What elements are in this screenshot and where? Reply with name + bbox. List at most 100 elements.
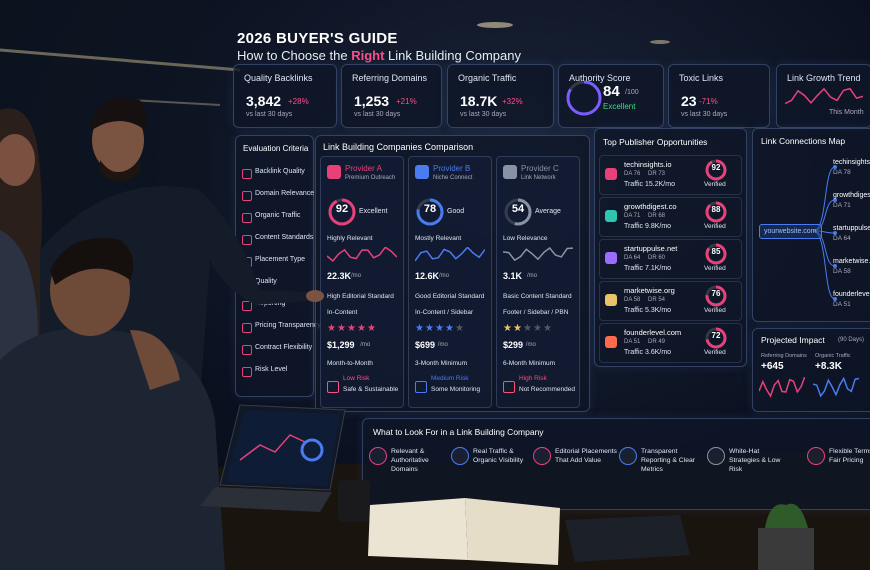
provider-name: Provider C — [521, 164, 559, 173]
publisher-da: DA 58 — [624, 297, 641, 303]
criteria-item: Placement Type — [255, 256, 306, 263]
sparkline-line — [759, 377, 805, 398]
sparkline — [327, 247, 397, 263]
map-node-da: DA 51 — [833, 301, 851, 308]
sparkline-line — [785, 87, 863, 105]
gauge-arc — [705, 285, 727, 307]
subtitle: How to Choose the Right Link Building Co… — [237, 48, 521, 63]
gauge-arc — [328, 198, 356, 226]
risk-icon — [327, 381, 339, 393]
kpi-change: -71% — [699, 97, 718, 106]
sparkline — [503, 247, 573, 262]
provider-contract: Month-to-Month — [327, 360, 373, 367]
map-dot — [833, 198, 837, 202]
map-node-da: DA 78 — [833, 169, 851, 176]
criteria-item: Risk Level — [255, 366, 288, 373]
star: ★ — [455, 323, 464, 333]
provider-icon — [415, 165, 429, 179]
impact-value: +645 — [761, 361, 784, 372]
subtitle-text: How to Choose the — [237, 48, 352, 63]
publisher-traffic: Traffic 3.6K/mo — [624, 349, 672, 356]
provider-risk: Medium Risk — [431, 375, 469, 382]
impact-period: (90 Days) — [838, 337, 865, 343]
kpi-note: Excellent — [603, 102, 636, 111]
provider-price-unit: /mo — [525, 342, 536, 348]
map-node: techinsights.i — [833, 159, 870, 166]
publisher-dr: DR 68 — [648, 213, 666, 219]
provider-risk-note: Not Recommended — [519, 386, 575, 393]
publisher-dr: DR 73 — [648, 171, 666, 177]
publisher-domain: techinsights.io — [624, 160, 672, 169]
publisher-icon — [605, 252, 617, 264]
provider-rating: Average — [535, 208, 561, 215]
map-center: yourwebsite.com — [759, 224, 822, 239]
star: ★ — [543, 323, 552, 333]
provider-traffic: 22.3K — [327, 271, 352, 281]
provider-traffic: 12.6K — [415, 271, 440, 281]
criteria-icon — [242, 323, 252, 333]
comparison-panel: Link Building Companies Comparison Provid… — [315, 135, 590, 412]
provider-relevance: Highly Relevant — [327, 235, 373, 242]
provider-risk: Low Risk — [343, 375, 370, 382]
provider-risk: High Risk — [519, 375, 547, 382]
provider-column: Provider A Premium Outreach 92 Excellent Hig… — [320, 156, 404, 408]
title: 2026 BUYER'S GUIDE — [237, 30, 398, 47]
publisher-dr: DR 60 — [648, 255, 666, 261]
provider-icon — [503, 165, 517, 179]
look-for-icon — [707, 447, 725, 465]
provider-traffic-unit: /mo — [439, 273, 450, 279]
gauge-arc — [705, 159, 727, 181]
criteria-icon — [242, 191, 252, 201]
kpi-note: vs last 30 days — [460, 111, 507, 118]
publisher-status: Verified — [704, 307, 726, 314]
criteria-item: Organic Traffic — [255, 212, 301, 219]
kpi-card: Referring Domains 1,253 +21% vs last 30 day… — [341, 64, 442, 128]
star: ★ — [337, 323, 346, 333]
criteria-icon — [242, 213, 252, 223]
look-for-icon — [807, 447, 825, 465]
impact-title: Projected Impact — [761, 335, 825, 345]
publisher-status: Verified — [704, 349, 726, 356]
kpi-note: This Month — [829, 109, 864, 116]
gauge-value: 92 — [335, 202, 349, 215]
kpi-value: 23 — [681, 93, 697, 109]
sparkline-line — [503, 247, 573, 262]
criteria-item: Domain Relevance — [255, 190, 315, 197]
gauge — [566, 80, 602, 116]
kpi-value: 84 — [603, 83, 620, 100]
kpi-card: Link Growth Trend This Month — [776, 64, 870, 128]
look-for-icon — [619, 447, 637, 465]
comparison-title: Link Building Companies Comparison — [323, 142, 474, 152]
star: ★ — [445, 323, 454, 333]
look-for-item: Flexible Terms & Fair Pricing — [829, 448, 870, 465]
provider-risk-note: Some Monitoring — [431, 386, 481, 393]
stars: ★ ★ ★ ★ ★ — [327, 323, 376, 333]
kpi-card: Authority Score 84/100 Excellent — [558, 64, 664, 128]
kpi-note: vs last 30 days — [681, 111, 728, 118]
publisher-dr: DR 54 — [648, 297, 666, 303]
gauge-arc — [416, 198, 444, 226]
star: ★ — [415, 323, 424, 333]
publisher-row: growthdigest.co DA 71 DR 68 Traffic 9.8K/mo… — [599, 197, 742, 237]
provider-traffic-unit: /mo — [527, 273, 538, 279]
kpi-card: Toxic Links 23 -71% vs last 30 days — [668, 64, 770, 128]
kpi-value: 18.7K — [460, 93, 498, 109]
publisher-row: marketwise.org DA 58 DR 54 Traffic 5.3K/mo 7… — [599, 281, 742, 321]
gauge — [705, 159, 727, 181]
publisher-traffic: Traffic 7.1K/mo — [624, 265, 672, 272]
publisher-traffic: Traffic 15.2K/mo — [624, 181, 675, 188]
map-node: marketwise. — [833, 258, 870, 265]
gauge — [705, 201, 727, 223]
gauge-value: 54 — [511, 202, 525, 215]
kpi-label: Link Growth Trend — [787, 73, 861, 83]
provider-rating: Excellent — [359, 208, 388, 215]
map-dot — [833, 297, 837, 301]
provider-price-unit: /mo — [437, 342, 448, 348]
star: ★ — [513, 323, 522, 333]
map-title: Link Connections Map — [761, 136, 846, 146]
sparkline-line — [327, 247, 397, 263]
map-node-da: DA 58 — [833, 268, 851, 275]
star: ★ — [347, 323, 356, 333]
gauge — [705, 243, 727, 265]
